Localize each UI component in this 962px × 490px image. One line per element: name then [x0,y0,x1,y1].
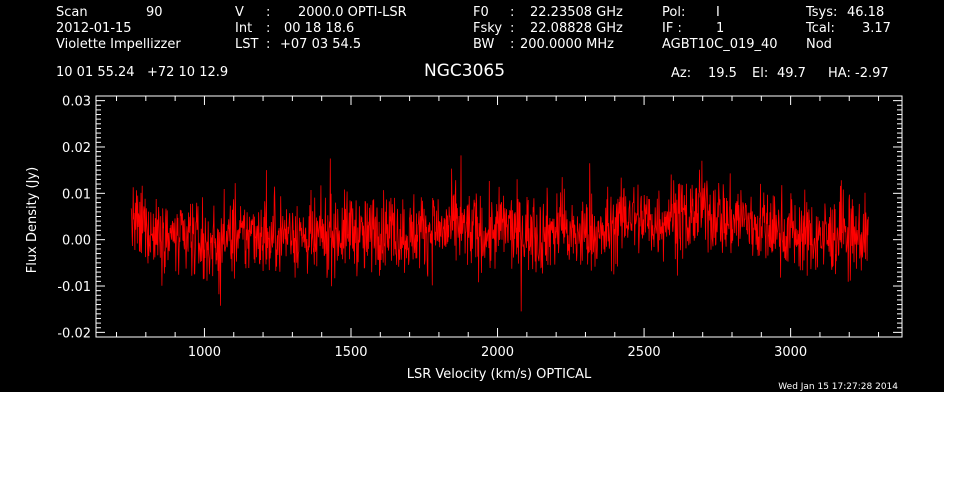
x-tick-label: 2500 [628,345,661,360]
x-axis-title: LSR Velocity (km/s) OPTICAL [407,367,592,382]
f0-value: 22.23508 GHz [530,5,623,20]
y-tick-label: 0.00 [62,234,91,249]
obs-date: 2012-01-15 [56,21,132,36]
lst-label: LST [235,37,259,52]
if-label: IF : [662,21,682,36]
x-tick-label: 1500 [334,345,367,360]
pol-label: Pol: [662,5,686,20]
fsky-value: 22.08828 GHz [530,21,623,36]
x-tick-label: 3000 [774,345,807,360]
scan-label: Scan [56,5,88,20]
fsky-sep: : [510,21,515,36]
obs-mode: Nod [806,37,832,52]
bw-label: BW [473,37,495,52]
tcal-value: 3.17 [862,21,891,36]
int-value: 00 18 18.6 [284,21,355,36]
y-tick-label: 0.03 [62,95,91,110]
plot-timestamp: Wed Jan 15 17:27:28 2014 [778,382,898,392]
if-value: 1 [716,21,725,36]
int-label: Int [235,21,253,36]
velocity-value: 2000.0 OPTI-LSR [298,5,407,20]
lst-sep: : [266,37,271,52]
az-label: Az: [671,66,692,81]
tsys-label: Tsys: [806,5,838,20]
fsky-label: Fsky [473,21,503,36]
ha-label: HA: [828,66,851,81]
spectrum-trace [130,155,869,312]
y-axis-ticks: -0.02 -0.01 0.00 0.01 0.02 0.03 [57,95,902,341]
observer-name: Violette Impellizzer [56,37,181,52]
y-tick-label: 0.02 [62,141,91,156]
x-tick-label: 2000 [481,345,514,360]
x-axis-ticks: 1000 1500 2000 2500 3000 [116,96,880,360]
lst-value: +07 03 54.5 [280,37,362,52]
plot-panel: Scan 90 2012-01-15 Violette Impellizzer … [0,0,944,392]
object-name: NGC3065 [424,61,506,81]
f0-sep: : [510,5,515,20]
scan-value: 90 [146,5,163,20]
spectrum-trace-group [130,155,869,312]
y-tick-label: -0.01 [57,280,91,295]
ha-value: -2.97 [855,66,889,81]
source-coordinates: 10 01 55.24 +72 10 12.9 [56,65,229,80]
tsys-value: 46.18 [847,5,885,20]
bw-value: 200.0000 MHz [520,37,614,52]
bw-sep: : [510,37,515,52]
pol-value: I [716,5,720,20]
az-value: 19.5 [708,66,737,81]
y-tick-label: -0.02 [57,326,91,341]
velocity-label: V [235,5,244,20]
el-label: El: [752,66,769,81]
velocity-sep: : [266,5,271,20]
spectrum-plot: 1000 1500 2000 2500 3000 -0.02 -0.01 0.00 0.01 0… [25,95,903,392]
tcal-label: Tcal: [806,21,835,36]
y-axis-title: Flux Density (Jy) [25,167,40,273]
f0-label: F0 [473,5,489,20]
project-id: AGBT10C_019_40 [662,37,778,52]
el-value: 49.7 [777,66,806,81]
int-sep: : [266,21,271,36]
x-tick-label: 1000 [188,345,221,360]
y-tick-label: 0.01 [62,187,91,202]
